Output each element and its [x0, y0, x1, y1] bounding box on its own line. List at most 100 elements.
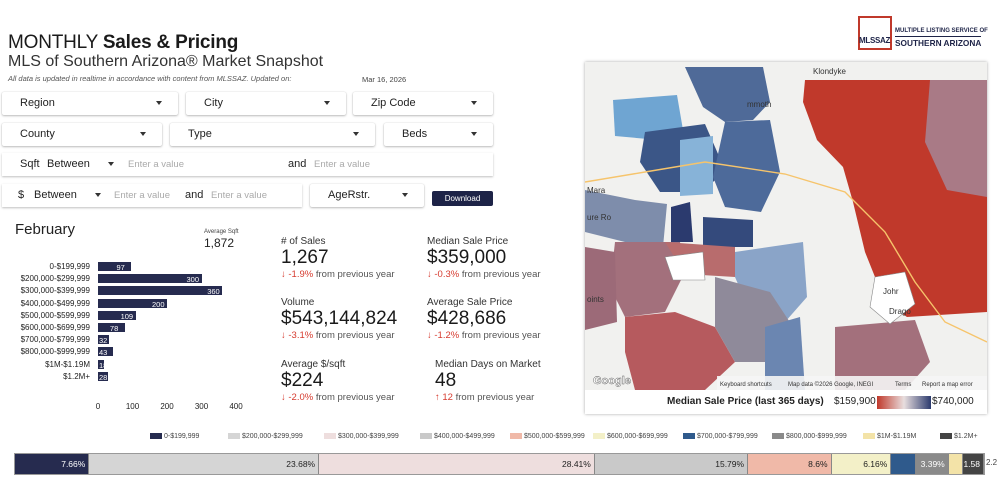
stack-segment[interactable]: 6.16% — [831, 454, 892, 474]
bar-category-label: $600,000-$699,999 — [20, 323, 90, 332]
kpi-avg-price-label: Average Sale Price — [427, 297, 513, 308]
bar[interactable] — [98, 310, 136, 320]
kpi-volume-value: $543,144,824 — [281, 308, 398, 329]
bar[interactable] — [98, 335, 110, 345]
bar[interactable] — [98, 371, 108, 381]
stack-segment[interactable]: 1.58 — [962, 454, 984, 474]
kpi-avg-sqft-price-pct: -2.0% — [288, 392, 314, 403]
bar[interactable] — [98, 323, 125, 332]
kpi-median-suffix: from previous year — [459, 269, 541, 280]
price-max-input[interactable]: Enter a value — [211, 190, 267, 201]
stack-segment[interactable]: 15.79% — [594, 454, 749, 474]
kpi-median-value: $359,000 — [427, 247, 507, 268]
legend-label: $1M-$1.19M — [877, 433, 917, 440]
age-restriction-dropdown[interactable]: AgeRstr. — [310, 184, 424, 207]
terms-link[interactable]: Terms — [895, 382, 911, 388]
map-region-oro-valley[interactable] — [680, 136, 713, 196]
legend-item: $1M-$1.19M — [863, 433, 916, 440]
kpi-avg-price-value: $428,686 — [427, 308, 507, 329]
map-region-catalina[interactable] — [713, 120, 780, 212]
map-region-vail[interactable] — [765, 317, 805, 390]
price-min-input[interactable]: Enter a value — [114, 190, 170, 201]
kpi-median-label: Median Sale Price — [427, 236, 509, 247]
region-label: Region — [20, 97, 55, 109]
type-dropdown[interactable]: Type — [170, 123, 375, 146]
map-region-sierra-vista[interactable] — [835, 320, 930, 390]
map-place-label: Mara — [587, 186, 606, 195]
city-dropdown[interactable]: City — [186, 92, 346, 115]
bar[interactable] — [98, 347, 113, 357]
chevron-down-icon — [140, 132, 146, 136]
kpi-median-change: ↓ -0.3% from previous year — [427, 269, 541, 280]
legend-label: $600,000-$699,999 — [607, 433, 668, 440]
choropleth-map[interactable]: Klondyke mmoth Mara ure Ro oints Johr Dr… — [585, 62, 987, 390]
stack-segment[interactable]: 7.66% — [15, 454, 90, 474]
bar-category-label: $500,000-$599,999 — [20, 310, 90, 320]
stack-segment[interactable]: 28.41% — [319, 454, 595, 474]
price-operator-select[interactable]: Between — [34, 189, 77, 201]
legend-swatch — [420, 433, 432, 440]
sqft-max-input[interactable]: Enter a value — [314, 159, 370, 170]
bar-category-label: $200,000-$299,999 — [20, 274, 90, 284]
map-region-northwest[interactable] — [613, 95, 683, 140]
map-legend-min: $159,900 — [834, 396, 876, 407]
map-region-far-west[interactable] — [585, 247, 617, 330]
bar-value-label: 200 — [152, 299, 165, 309]
kpi-dom: Median Days on Market 48 ↑ 12 from previ… — [435, 359, 541, 403]
distribution-legend: 0-$199,999 $200,000-$299,999 $300,000-$399… — [150, 433, 1000, 445]
month-title: February — [15, 221, 76, 238]
bar-value-label: 28 — [99, 372, 108, 382]
stack-segment[interactable]: 3.39% — [915, 454, 949, 474]
bar-row: $800,000-$999,999 43 — [0, 347, 260, 357]
stack-segment-label: 3.39% — [920, 459, 945, 469]
sqft-operator-select[interactable]: Between — [47, 158, 90, 170]
kpi-avg-sqft-price-change: ↓ -2.0% from previous year — [281, 392, 395, 403]
chevron-down-icon — [95, 193, 101, 197]
map-region-west[interactable] — [585, 190, 667, 247]
legend-label: 0-$199,999 — [164, 433, 200, 440]
stack-segment[interactable]: 23.68% — [89, 454, 320, 474]
map-region-no-data-east — [869, 271, 916, 325]
stack-segment[interactable] — [891, 454, 916, 474]
bar-row: $1M-$1.19M 18 — [0, 359, 260, 370]
download-button[interactable]: Download — [432, 191, 493, 206]
zip-label: Zip Code — [371, 97, 416, 109]
avg-sqft-value: 1,872 — [204, 236, 235, 250]
bar[interactable] — [98, 262, 132, 271]
county-dropdown[interactable]: County — [2, 123, 162, 146]
stack-segment[interactable]: 8.6% — [748, 454, 832, 474]
distribution-stacked-bar: 7.66% 23.68% 28.41% 15.79% 8.6% 6.16% 3.39% 1.5… — [14, 453, 985, 475]
kpi-median: Median Sale Price $359,000 ↓ -0.3% from … — [427, 236, 541, 280]
kpi-avg-price-change: ↓ -1.2% from previous year — [427, 330, 541, 341]
arrow-down-icon: ↓ — [281, 330, 289, 341]
sqft-min-input[interactable]: Enter a value — [128, 159, 184, 170]
bar[interactable] — [98, 359, 105, 369]
stack-segment[interactable] — [948, 454, 963, 474]
region-dropdown[interactable]: Region — [2, 92, 178, 115]
legend-swatch — [510, 433, 522, 440]
median-price-map[interactable]: Klondyke mmoth Mara ure Ro oints Johr Dr… — [585, 62, 987, 414]
map-region-north[interactable] — [685, 67, 770, 122]
legend-swatch — [772, 433, 784, 440]
keyboard-shortcuts-link[interactable]: Keyboard shortcuts — [720, 382, 772, 388]
zip-dropdown[interactable]: Zip Code — [353, 92, 493, 115]
map-place-label: Klondyke — [813, 67, 846, 76]
arizona-outline-icon — [858, 16, 892, 50]
bar[interactable] — [98, 274, 202, 284]
kpi-dom-change: ↑ 12 from previous year — [435, 392, 541, 403]
bar-category-label: $800,000-$999,999 — [20, 347, 90, 357]
kpi-avg-price: Average Sale Price $428,686 ↓ -1.2% from… — [427, 297, 541, 341]
bar-value-label: 360 — [207, 287, 220, 297]
bar[interactable] — [98, 286, 223, 296]
map-region-northeast[interactable] — [925, 80, 987, 197]
beds-dropdown[interactable]: Beds — [384, 123, 493, 146]
legend-label: $200,000-$299,999 — [242, 433, 303, 440]
kpi-dom-pct: 12 — [442, 392, 453, 403]
update-date: Mar 16, 2026 — [362, 75, 407, 84]
map-region-foothills[interactable] — [671, 202, 693, 242]
bar[interactable] — [98, 298, 167, 308]
map-region-south[interactable] — [625, 312, 735, 390]
report-map-error-link[interactable]: Report a map error — [922, 382, 973, 388]
map-region-tanque-verde[interactable] — [703, 217, 753, 247]
mlssaz-logo: MLSSAZ MULTIPLE LISTING SERVICE OF SOUTH… — [858, 16, 988, 52]
